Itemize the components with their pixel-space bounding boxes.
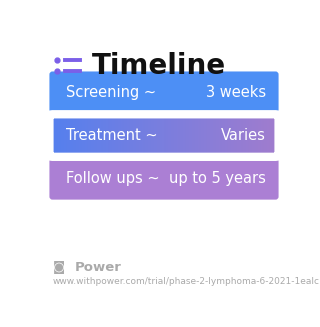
FancyBboxPatch shape (49, 72, 279, 114)
Text: Varies: Varies (221, 128, 266, 143)
Text: up to 5 years: up to 5 years (169, 171, 266, 186)
Text: www.withpower.com/trial/phase-2-lymphoma-6-2021-1ealc: www.withpower.com/trial/phase-2-lymphoma… (52, 277, 319, 286)
Text: Power: Power (75, 261, 122, 274)
Text: Treatment ~: Treatment ~ (66, 128, 158, 143)
Text: Screening ~: Screening ~ (66, 85, 156, 100)
Text: Timeline: Timeline (92, 52, 226, 80)
Text: Follow ups ~: Follow ups ~ (66, 171, 160, 186)
FancyBboxPatch shape (49, 157, 279, 199)
Text: 3 weeks: 3 weeks (205, 85, 266, 100)
Text: ◙: ◙ (52, 261, 65, 274)
